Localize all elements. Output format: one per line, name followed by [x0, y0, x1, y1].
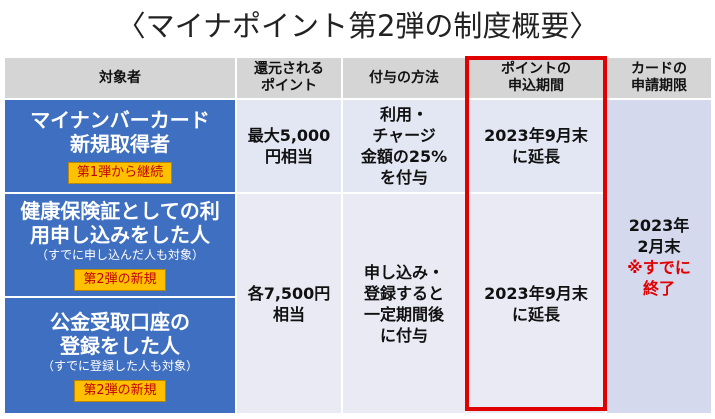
period-shared: 2023年9月末 に延長 [467, 194, 605, 413]
insurance-title-1: 健康保険証としての利 [20, 199, 220, 223]
insurance-note: （すでに申し込んだ人も対象） [35, 248, 205, 262]
method-card-4: を付与 [379, 168, 428, 187]
page-title: 〈マイナポイント第2弾の制度概要〉 [116, 9, 599, 43]
header-target-label: 対象者 [99, 69, 141, 86]
period-card-2: に延長 [511, 147, 560, 166]
method-card-holders: 利用・ チャージ 金額の25% を付与 [343, 100, 465, 192]
header-period-label-2: 申込期間 [508, 78, 564, 94]
header-period-label-1: ポイントの [501, 61, 571, 77]
card-deadline-cell: 2023年 2月末 ※すでに 終了 [607, 100, 711, 413]
points-shared-2: 相当 [272, 304, 305, 324]
points-card-holders: 最大5,000 円相当 [237, 100, 341, 192]
header-card-label-2: 申請期限 [631, 78, 687, 94]
card-holders-title-1: マイナンバーカード [30, 108, 210, 132]
header-period: ポイントの 申込期間 [467, 58, 605, 98]
method-card-2: チャージ [372, 126, 436, 145]
points-shared: 各7,500円 相当 [237, 194, 341, 413]
target-insurance: 健康保険証としての利 用申し込みをした人 （すでに申し込んだ人も対象） 第2弾の… [5, 194, 235, 296]
period-card-1: 2023年9月末 [484, 126, 588, 145]
bank-title-2: 登録をした人 [60, 333, 180, 358]
period-shared-2: に延長 [511, 304, 560, 324]
period-shared-1: 2023年9月末 [484, 283, 588, 303]
period-card-holders: 2023年9月末 に延長 [467, 100, 605, 192]
target-bank-account: 公金受取口座の 登録をした人 （すでに登録した人も対象） 第2弾の新規 [5, 298, 235, 413]
target-card-holders: マイナンバーカード 新規取得者 第1弾から継続 [5, 100, 235, 192]
header-card-deadline: カードの 申請期限 [607, 58, 711, 98]
card-deadline-1: 2023年 [628, 215, 690, 235]
method-card-3: 金額の25% [360, 147, 448, 166]
card-holders-title-2: 新規取得者 [70, 132, 170, 156]
tag-new-bank: 第2弾の新規 [74, 379, 166, 402]
header-target: 対象者 [5, 58, 235, 98]
bank-note: （すでに登録した人も対象） [41, 358, 199, 373]
card-deadline-4: 終了 [642, 278, 675, 298]
method-shared: 申し込み・ 登録すると 一定期間後 に付与 [343, 194, 465, 413]
method-card-1: 利用・ [379, 105, 428, 124]
points-card-1: 最大5,000 [247, 126, 331, 145]
points-shared-1: 各7,500円 [247, 283, 331, 303]
header-card-label-1: カードの [631, 61, 687, 77]
bank-title-1: 公金受取口座の [50, 309, 190, 334]
points-card-2: 円相当 [264, 147, 313, 166]
card-deadline-2: 2月末 [637, 236, 681, 256]
method-shared-1: 申し込み・ [363, 262, 444, 282]
method-shared-3: 一定期間後 [363, 304, 444, 324]
method-shared-2: 登録すると [363, 283, 444, 303]
tag-new-insurance: 第2弾の新規 [74, 269, 166, 291]
card-deadline-3: ※すでに [627, 257, 691, 277]
insurance-title-2: 用申し込みをした人 [30, 223, 210, 247]
header-points: 還元される ポイント [237, 58, 341, 98]
header-points-label-2: ポイント [261, 78, 317, 94]
tag-continued: 第1弾から継続 [67, 162, 173, 184]
method-shared-4: に付与 [379, 325, 428, 345]
header-method: 付与の方法 [343, 58, 465, 98]
header-points-label-1: 還元される [254, 61, 324, 77]
header-method-label: 付与の方法 [369, 69, 439, 86]
highlight-period-box [465, 56, 607, 411]
